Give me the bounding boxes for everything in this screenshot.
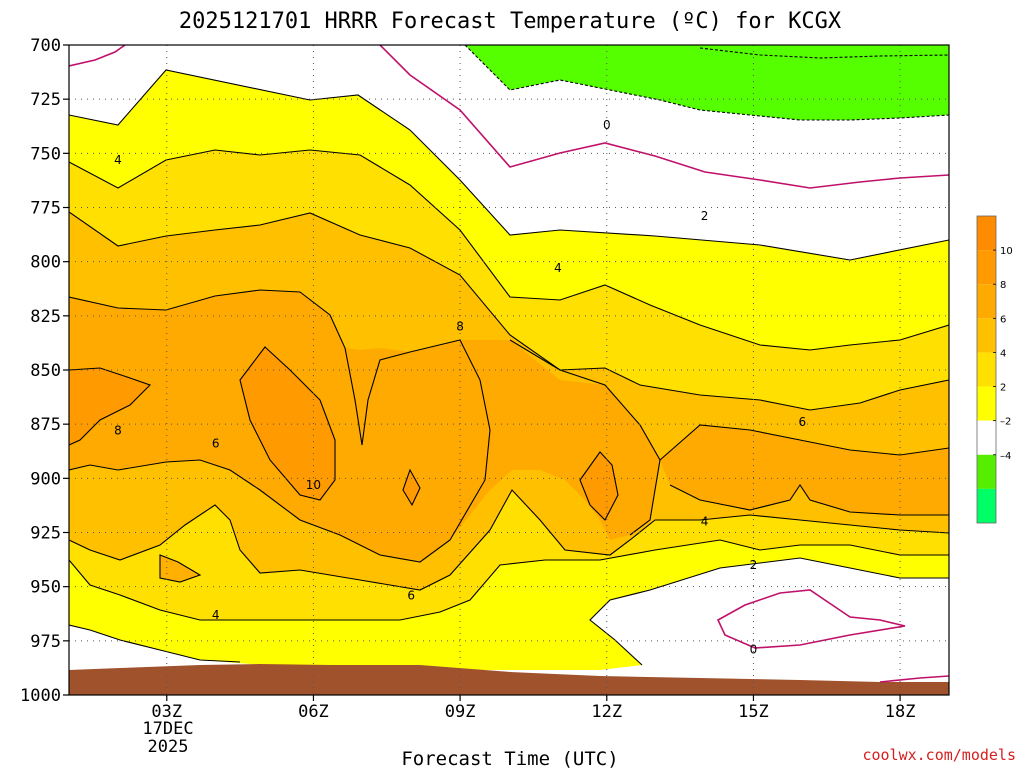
contour-line-neg2 xyxy=(464,45,949,121)
contour-label: 8 xyxy=(456,320,464,334)
x-axis-title: Forecast Time (UTC) xyxy=(401,748,618,768)
contour-label: 0 xyxy=(750,643,758,657)
y-tick-label: 875 xyxy=(30,415,61,435)
fill-neg2-to-neg4 xyxy=(465,45,949,120)
colorbar-label: 10 xyxy=(1000,246,1013,257)
colorbar-swatch xyxy=(977,216,996,251)
x-tick-label: 06Z xyxy=(298,702,329,722)
contour-label: 6 xyxy=(212,437,220,451)
chart-title: 2025121701 HRRR Forecast Temperature (ºC… xyxy=(179,9,842,34)
credit-text: coolwx.com/models xyxy=(862,746,1016,764)
contour-line-6-small xyxy=(159,554,202,583)
contour-label: 10 xyxy=(306,478,321,492)
x-axis: 03Z 06Z 09Z 12Z 15Z 18Z xyxy=(151,695,915,722)
contour-line-6-low xyxy=(69,489,949,591)
date-label-day: 17DEC xyxy=(142,719,193,739)
contour-line-2-low xyxy=(589,557,949,666)
y-tick-label: 925 xyxy=(30,524,61,544)
colorbar: 10 8 6 4 2 –2 –4 xyxy=(976,215,1013,524)
date-label-year: 2025 xyxy=(148,737,189,757)
filled-contours xyxy=(69,45,949,695)
contour-label: 0 xyxy=(603,118,611,132)
contour-label: 2 xyxy=(701,209,709,223)
y-tick-label: 700 xyxy=(30,36,61,56)
y-tick-label: 825 xyxy=(30,307,61,327)
freezing-line-ground xyxy=(879,675,949,683)
y-tick-label: 800 xyxy=(30,253,61,273)
fill-8-to-10-east xyxy=(660,425,949,515)
y-tick-label: 900 xyxy=(30,469,61,489)
contour-line-neg4 xyxy=(699,47,949,59)
contour-line-6 xyxy=(69,211,949,411)
colorbar-swatch xyxy=(977,352,996,387)
contour-label: 8 xyxy=(114,424,122,438)
contour-line-10-b xyxy=(239,346,336,501)
contour-label: 4 xyxy=(212,608,220,622)
contour-line-10-d xyxy=(579,451,619,521)
contour-label: 6 xyxy=(407,588,415,602)
fill-10-to-12 xyxy=(69,368,150,445)
colorbar-swatch xyxy=(977,250,996,285)
colorbar-label: 4 xyxy=(1000,348,1006,359)
colorbar-label: –2 xyxy=(1000,417,1011,428)
colorbar-frame xyxy=(976,215,997,524)
contour-lines xyxy=(69,45,949,666)
colorbar-swatch xyxy=(977,318,996,353)
fill-10-to-12-small xyxy=(160,555,200,582)
x-tick-label: 03Z xyxy=(151,702,182,722)
freezing-line-loop xyxy=(716,589,906,649)
y-tick-label: 750 xyxy=(30,144,61,164)
colorbar-swatch xyxy=(977,386,996,421)
grid-lines xyxy=(69,45,949,695)
contour-line-8-east xyxy=(659,424,949,461)
y-tick-label: 725 xyxy=(30,90,61,110)
y-tick-label: 775 xyxy=(30,199,61,219)
x-tick-label: 09Z xyxy=(445,702,476,722)
contour-label: 6 xyxy=(799,415,807,429)
fill-10-to-12-west xyxy=(240,347,335,500)
x-tick-label: 15Z xyxy=(738,702,769,722)
contour-line-8-east-low xyxy=(669,484,949,516)
contour-label: 4 xyxy=(114,153,122,167)
colorbar-swatch xyxy=(977,454,996,489)
colorbar-label: 8 xyxy=(1000,280,1006,291)
contour-line-10-c xyxy=(402,468,421,507)
colorbar-swatch xyxy=(977,488,996,523)
colorbar-swatch xyxy=(977,284,996,319)
x-tick-label: 18Z xyxy=(885,702,916,722)
colorbar-label: 2 xyxy=(1000,383,1006,394)
colorbar-label: 6 xyxy=(1000,314,1006,325)
y-axis: 700 725 750 775 800 825 850 875 900 925 950 975 1000 xyxy=(20,36,69,706)
contour-line-2-west xyxy=(69,624,241,663)
freezing-lines xyxy=(69,45,949,683)
contour-label: 4 xyxy=(701,515,709,529)
contour-label: 4 xyxy=(554,261,562,275)
contour-line-8-mid xyxy=(509,339,661,536)
y-tick-label: 975 xyxy=(30,632,61,652)
colorbar-swatch xyxy=(977,420,996,455)
y-tick-label: 850 xyxy=(30,361,61,381)
y-tick-label: 1000 xyxy=(20,686,61,706)
contour-label: 2 xyxy=(750,558,758,572)
contour-line-8 xyxy=(69,289,491,563)
colorbar-label: –4 xyxy=(1000,451,1011,462)
y-tick-label: 950 xyxy=(30,578,61,598)
contour-line-4-low xyxy=(69,539,949,621)
freezing-line-west xyxy=(69,45,126,67)
x-tick-label: 12Z xyxy=(591,702,622,722)
ground-terrain xyxy=(69,664,949,695)
contour-line-4 xyxy=(69,149,949,351)
contour-line-2 xyxy=(69,69,949,261)
contour-labels: 0 0 2 2 4 4 4 4 6 6 6 8 8 10 xyxy=(114,118,807,657)
freezing-line-main xyxy=(379,45,949,189)
